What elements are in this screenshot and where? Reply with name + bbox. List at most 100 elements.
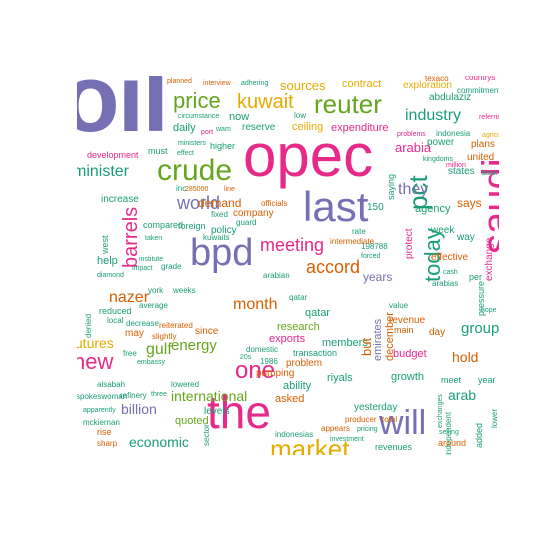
word-arabia: arabia	[395, 140, 432, 155]
word-adhering: adhering	[241, 80, 269, 87]
word-investment: investment	[330, 436, 364, 443]
word-slightly: slightly	[152, 332, 177, 341]
word-united: united	[467, 152, 495, 163]
word-economic: economic	[129, 434, 189, 450]
word-indonesia: indonesia	[436, 129, 471, 138]
word-refinery: refinery	[120, 391, 147, 400]
word-selling: selling	[439, 429, 459, 436]
word-arab: arab	[448, 387, 477, 403]
word-intermediate: intermediate	[330, 237, 375, 246]
word-world: world	[177, 193, 221, 213]
word-help: help	[97, 255, 118, 267]
word-apparently: apparently	[83, 407, 116, 414]
word-development: development	[87, 150, 139, 160]
word-emirates: emirates	[372, 318, 384, 361]
word-circumstance: circumstance	[178, 113, 220, 120]
word-nazer: nazer	[109, 289, 150, 306]
word-effective: effective	[431, 252, 469, 263]
word-arabian: arabian	[263, 271, 290, 280]
word-reserve: reserve	[242, 122, 276, 133]
word-they: they	[398, 181, 429, 198]
word-producer: producer	[345, 415, 377, 424]
word-rise: rise	[97, 427, 112, 437]
word-agriculture: agriculture	[482, 132, 499, 139]
word-three: three	[151, 391, 167, 398]
word-growth: growth	[391, 371, 425, 383]
word-says: says	[457, 196, 482, 210]
word-abdulaziz: abdulaziz	[429, 92, 472, 103]
word-denied: denied	[84, 313, 93, 338]
word-accord: accord	[306, 257, 361, 277]
word-levels: levels	[204, 406, 230, 417]
word-industry: industry	[405, 107, 462, 124]
word-decrease: decrease	[126, 319, 159, 328]
word-asked: asked	[275, 393, 305, 405]
word-texaco: texaco	[425, 76, 449, 83]
word-riyals: riyals	[327, 372, 353, 384]
word-interview: interview	[203, 80, 231, 87]
word-lower: lower	[490, 408, 499, 428]
word-last: last	[303, 183, 369, 230]
word-guard: guard	[236, 218, 257, 227]
word-value: value	[389, 301, 409, 310]
word-qatar: qatar	[305, 307, 331, 319]
word-average: average	[139, 301, 168, 310]
word-day: day	[429, 327, 446, 338]
word-referring: referring	[479, 114, 499, 121]
word-around: around	[438, 438, 467, 448]
word-reiterated: reiterated	[159, 321, 193, 330]
word-countrys: countrys	[465, 76, 496, 82]
word-gulf: gulf	[146, 341, 172, 358]
word-agency: agency	[415, 203, 451, 215]
word-years: years	[363, 270, 393, 284]
word-spokeswoman: spokeswoman	[77, 392, 128, 401]
word-york: york	[148, 286, 164, 295]
word-forced: forced	[361, 253, 381, 260]
word-cloud: oil opec crude reuter price kuwait last …	[77, 76, 499, 455]
word-meet: meet	[441, 375, 462, 385]
word-contract: contract	[342, 78, 382, 90]
word-main: main	[394, 325, 414, 335]
word-daily: daily	[173, 122, 196, 134]
word-kuwaits: kuwaits	[203, 233, 230, 242]
word-198788: 198788	[361, 242, 388, 251]
word-low: low	[294, 111, 307, 120]
word-hope: hope	[481, 307, 497, 314]
word-reduced: reduced	[99, 306, 132, 316]
word-added: added	[474, 422, 484, 448]
word-total: total	[382, 415, 398, 424]
word-kuwait: kuwait	[237, 91, 294, 113]
word-year: year	[478, 375, 496, 385]
word-group: group	[461, 320, 499, 337]
word-increase: increase	[101, 194, 139, 205]
word-budget: budget	[393, 348, 427, 360]
word-higher: higher	[210, 141, 236, 151]
word-sources: sources	[280, 78, 326, 93]
word-qatar-2: qatar	[289, 293, 308, 302]
word-wam: wam	[216, 126, 231, 133]
word-exports: exports	[269, 333, 306, 345]
word-alsabah: alsabah	[97, 380, 126, 389]
word-free: free	[123, 349, 137, 358]
word-officials: officials	[261, 199, 288, 208]
word-price: price	[173, 88, 221, 113]
word-oil: oil	[77, 76, 169, 152]
word-bank: bank	[482, 170, 498, 177]
word-energy: energy	[171, 337, 217, 354]
word-sector: sector	[202, 424, 211, 446]
word-million: million	[446, 162, 466, 169]
word-barrels: barrels	[120, 206, 142, 268]
word-protect: protect	[404, 228, 415, 259]
word-rate: rate	[352, 227, 366, 236]
word-embassy: embassy	[137, 359, 166, 366]
word-weeks: weeks	[173, 286, 196, 295]
word-international: international	[171, 388, 248, 404]
word-per: per	[469, 272, 483, 282]
word-now: now	[229, 111, 250, 123]
word-grade: grade	[161, 262, 182, 271]
word-company: company	[233, 208, 274, 219]
word-pumping: pumping	[256, 368, 295, 379]
word-must: must	[148, 146, 168, 156]
word-line: line	[224, 186, 235, 193]
word-kingdoms: kingdoms	[423, 156, 453, 163]
